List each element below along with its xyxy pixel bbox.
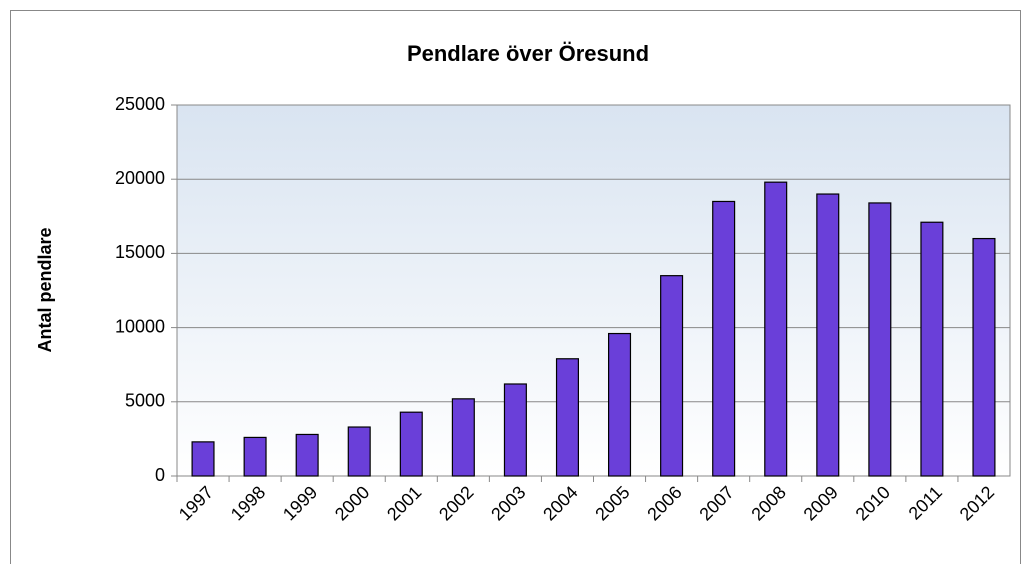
bar <box>660 275 684 477</box>
y-tick-label: 20000 <box>115 168 165 188</box>
bar <box>920 221 944 477</box>
bar <box>243 436 267 477</box>
bar <box>503 383 527 477</box>
bar <box>399 411 423 477</box>
bar <box>347 426 371 477</box>
bar <box>816 193 840 477</box>
y-tick-label: 10000 <box>115 316 165 336</box>
y-axis-label: Antal pendlare <box>35 227 55 352</box>
bar <box>191 441 215 477</box>
bar <box>972 237 996 477</box>
chart-title: Pendlare över Öresund <box>407 41 649 66</box>
bar <box>764 181 788 477</box>
bar <box>295 433 319 477</box>
bar <box>712 200 736 477</box>
bar <box>607 332 632 477</box>
bar <box>555 358 580 477</box>
y-tick-label: 0 <box>155 465 165 485</box>
y-tick-label: 25000 <box>115 94 165 114</box>
bar <box>451 398 475 477</box>
y-tick-label: 15000 <box>115 242 165 262</box>
y-tick-label: 5000 <box>125 391 165 411</box>
bar <box>868 202 892 477</box>
